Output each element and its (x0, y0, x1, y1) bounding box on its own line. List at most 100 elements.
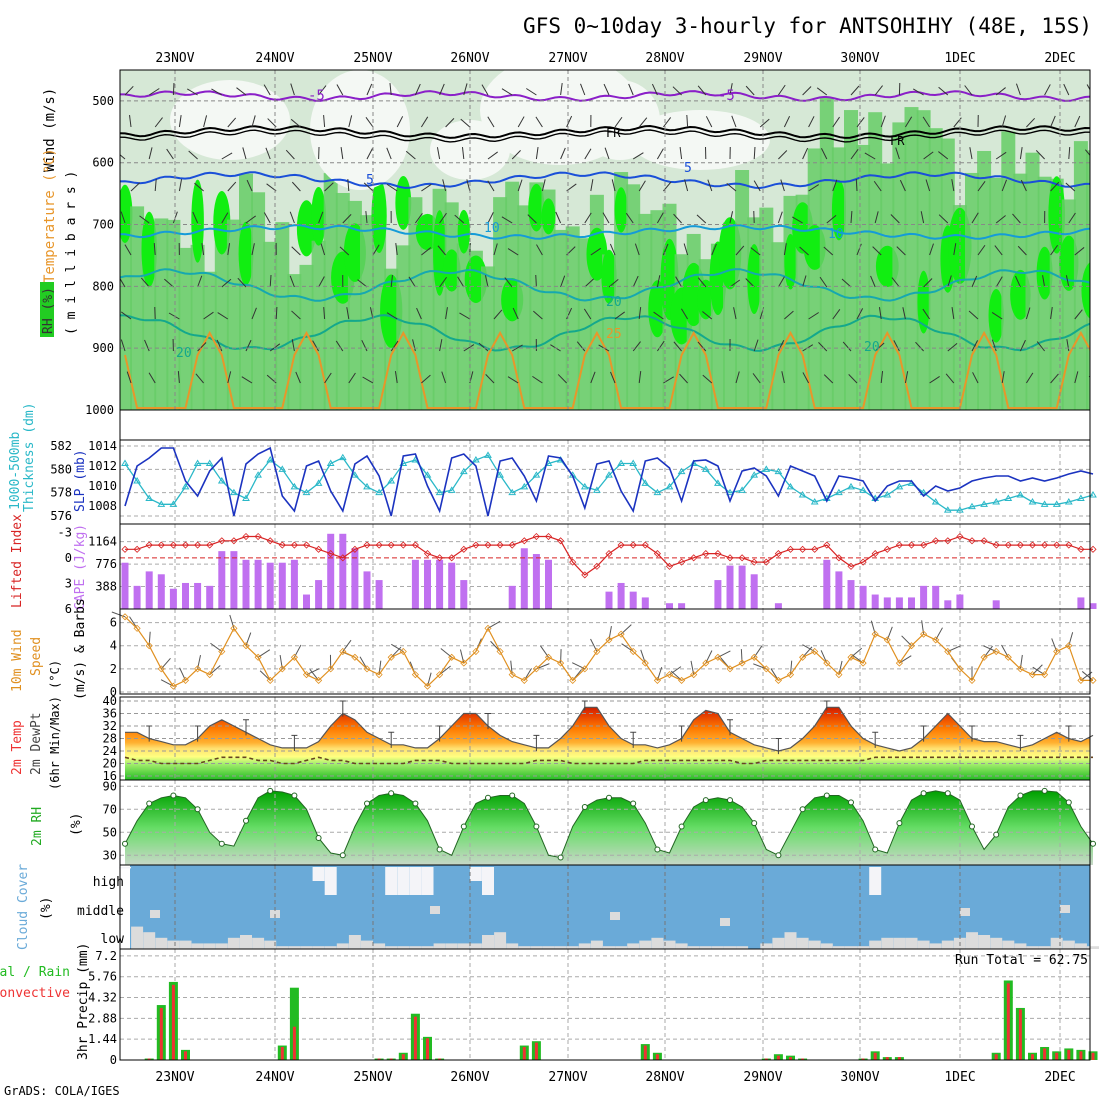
thickness-point (895, 482, 904, 490)
wind-barb (977, 244, 986, 256)
wind-barb (395, 243, 398, 256)
wind-barb (904, 116, 913, 128)
wind-barb (590, 371, 596, 384)
rh-moist-column (481, 266, 495, 410)
cape-bar (230, 551, 238, 609)
precip-conv-label: Convective (0, 986, 70, 1001)
wind-barb (1086, 84, 1090, 91)
date-label-bottom: 29NOV (743, 1070, 782, 1085)
thickness-point (641, 479, 650, 486)
wind-barb (420, 116, 429, 128)
wind-barb (324, 182, 334, 192)
lifted-point (218, 537, 226, 545)
wind-speed-point (944, 647, 952, 656)
wind-speed-point (581, 665, 589, 673)
wind-barb (527, 214, 537, 224)
cape-bar (157, 574, 165, 609)
precip-conv-bar (426, 1038, 429, 1060)
cape-bar (266, 562, 274, 609)
wind-barb (366, 83, 373, 96)
thickness-point (714, 479, 722, 486)
wind-barb (289, 275, 295, 288)
cloud-low-bar (724, 946, 736, 949)
rh-moist-column (360, 215, 374, 410)
cape-bar (169, 588, 177, 609)
lifted-point (206, 541, 214, 549)
cloud-low-bar (1087, 946, 1099, 949)
wind-barb (584, 148, 592, 160)
wind-barb (139, 215, 150, 224)
wind-barb (1042, 275, 1046, 288)
cloud-low-bar (663, 940, 676, 949)
wind-barb (535, 147, 539, 160)
contour-label-10: 10 (828, 227, 844, 242)
wind-speed-point (339, 647, 347, 656)
precip-conv-bar (171, 984, 175, 1060)
precip-tick: 1.44 (88, 1032, 117, 1046)
wind-speed-point (448, 653, 456, 661)
wind-barb (608, 279, 619, 288)
rh-moist-column (819, 97, 834, 410)
thickness-point (423, 471, 432, 478)
thickness-point (653, 488, 662, 496)
cloud-low-bar (227, 937, 240, 949)
cloud-high-label: high (93, 875, 124, 890)
upper-air-panel (120, 70, 1093, 410)
wind-barb (517, 116, 525, 128)
cloud-low-bar (966, 932, 978, 949)
wind-barb (251, 307, 257, 320)
wind-barb (460, 118, 471, 128)
wind-barb (819, 276, 828, 288)
thickness-point (1040, 500, 1049, 507)
rh-bright-blob (747, 244, 762, 314)
cape-tick: 388 (95, 580, 117, 594)
cloud-low-bar (179, 940, 192, 949)
rh-point (823, 792, 830, 799)
wind-barb (442, 179, 447, 192)
cloud-high-bar (469, 867, 482, 881)
wind-barb (874, 211, 879, 224)
rh-bright-blob (433, 210, 447, 296)
wind-barb (1001, 371, 1005, 384)
rh-point (243, 817, 249, 824)
cloud-high-bar (119, 867, 131, 869)
wind-barb (880, 115, 886, 128)
wind-barb (566, 115, 573, 128)
wind-speed-point (181, 676, 190, 684)
thickness-point (484, 451, 492, 458)
contour-25 (124, 330, 1090, 409)
wind-speed-point (460, 659, 468, 667)
lifted-point (907, 541, 916, 549)
wind-barb (590, 247, 602, 256)
cloud-low-bar (300, 946, 313, 949)
wind-barb (557, 374, 567, 384)
precip-conv-bar (994, 1054, 998, 1060)
thickness-point (726, 488, 734, 496)
slp-tick: 1008 (88, 499, 117, 513)
thickness-point (992, 498, 1001, 505)
cloud-low-bar (361, 940, 373, 949)
precip-tick: 5.76 (88, 970, 117, 984)
lifted-point (363, 541, 371, 549)
wind-barb (318, 276, 325, 288)
cape-bar (738, 565, 746, 609)
lifted-point (327, 550, 335, 558)
wind-barb (609, 243, 616, 256)
cloud-low-bar (1062, 940, 1075, 949)
wind-speed-point (1077, 676, 1085, 684)
wind-barb (1020, 179, 1027, 192)
wind-barb (625, 212, 634, 224)
thickness-point (278, 465, 287, 472)
wind-barb (121, 311, 132, 320)
wind-barb (729, 83, 733, 96)
cloud-low-bar (324, 946, 337, 949)
lifted-point (1016, 541, 1024, 549)
rh-moist-column (178, 247, 193, 410)
wind-barb (1091, 211, 1093, 223)
wind-speed-point (290, 653, 298, 661)
wind-barb (566, 307, 573, 320)
thickness-point (798, 491, 807, 498)
wind-barb (245, 339, 252, 352)
wind-barb (517, 179, 523, 192)
rh-moist-column (420, 220, 435, 410)
